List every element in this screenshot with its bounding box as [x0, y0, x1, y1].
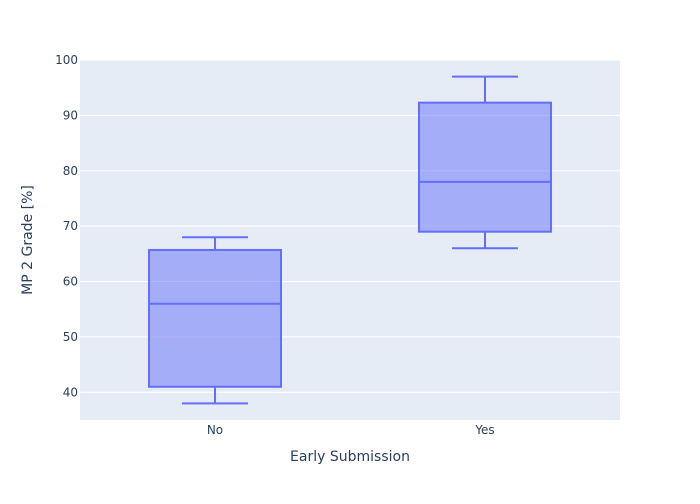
iqr-box — [148, 248, 282, 388]
y-tick-label: 60 — [63, 275, 78, 289]
x-axis-title: Early Submission — [290, 449, 410, 465]
y-tick-label: 90 — [63, 108, 78, 122]
y-axis-title: MP 2 Grade [%] — [20, 185, 36, 295]
box-yes — [418, 75, 552, 250]
iqr-box — [418, 101, 552, 233]
y-tick-label: 40 — [63, 385, 78, 399]
y-tick-label: 70 — [63, 219, 78, 233]
box-no — [148, 236, 282, 405]
x-tick-label: No — [207, 423, 223, 437]
y-tick-label: 50 — [63, 330, 78, 344]
boxes — [148, 75, 552, 405]
y-tick-label: 80 — [63, 164, 78, 178]
y-axis-ticks: 40 50 60 70 80 90 100 — [55, 53, 78, 399]
y-tick-label: 100 — [55, 53, 78, 67]
x-tick-label: Yes — [474, 423, 494, 437]
x-axis-ticks: No Yes — [207, 423, 495, 437]
